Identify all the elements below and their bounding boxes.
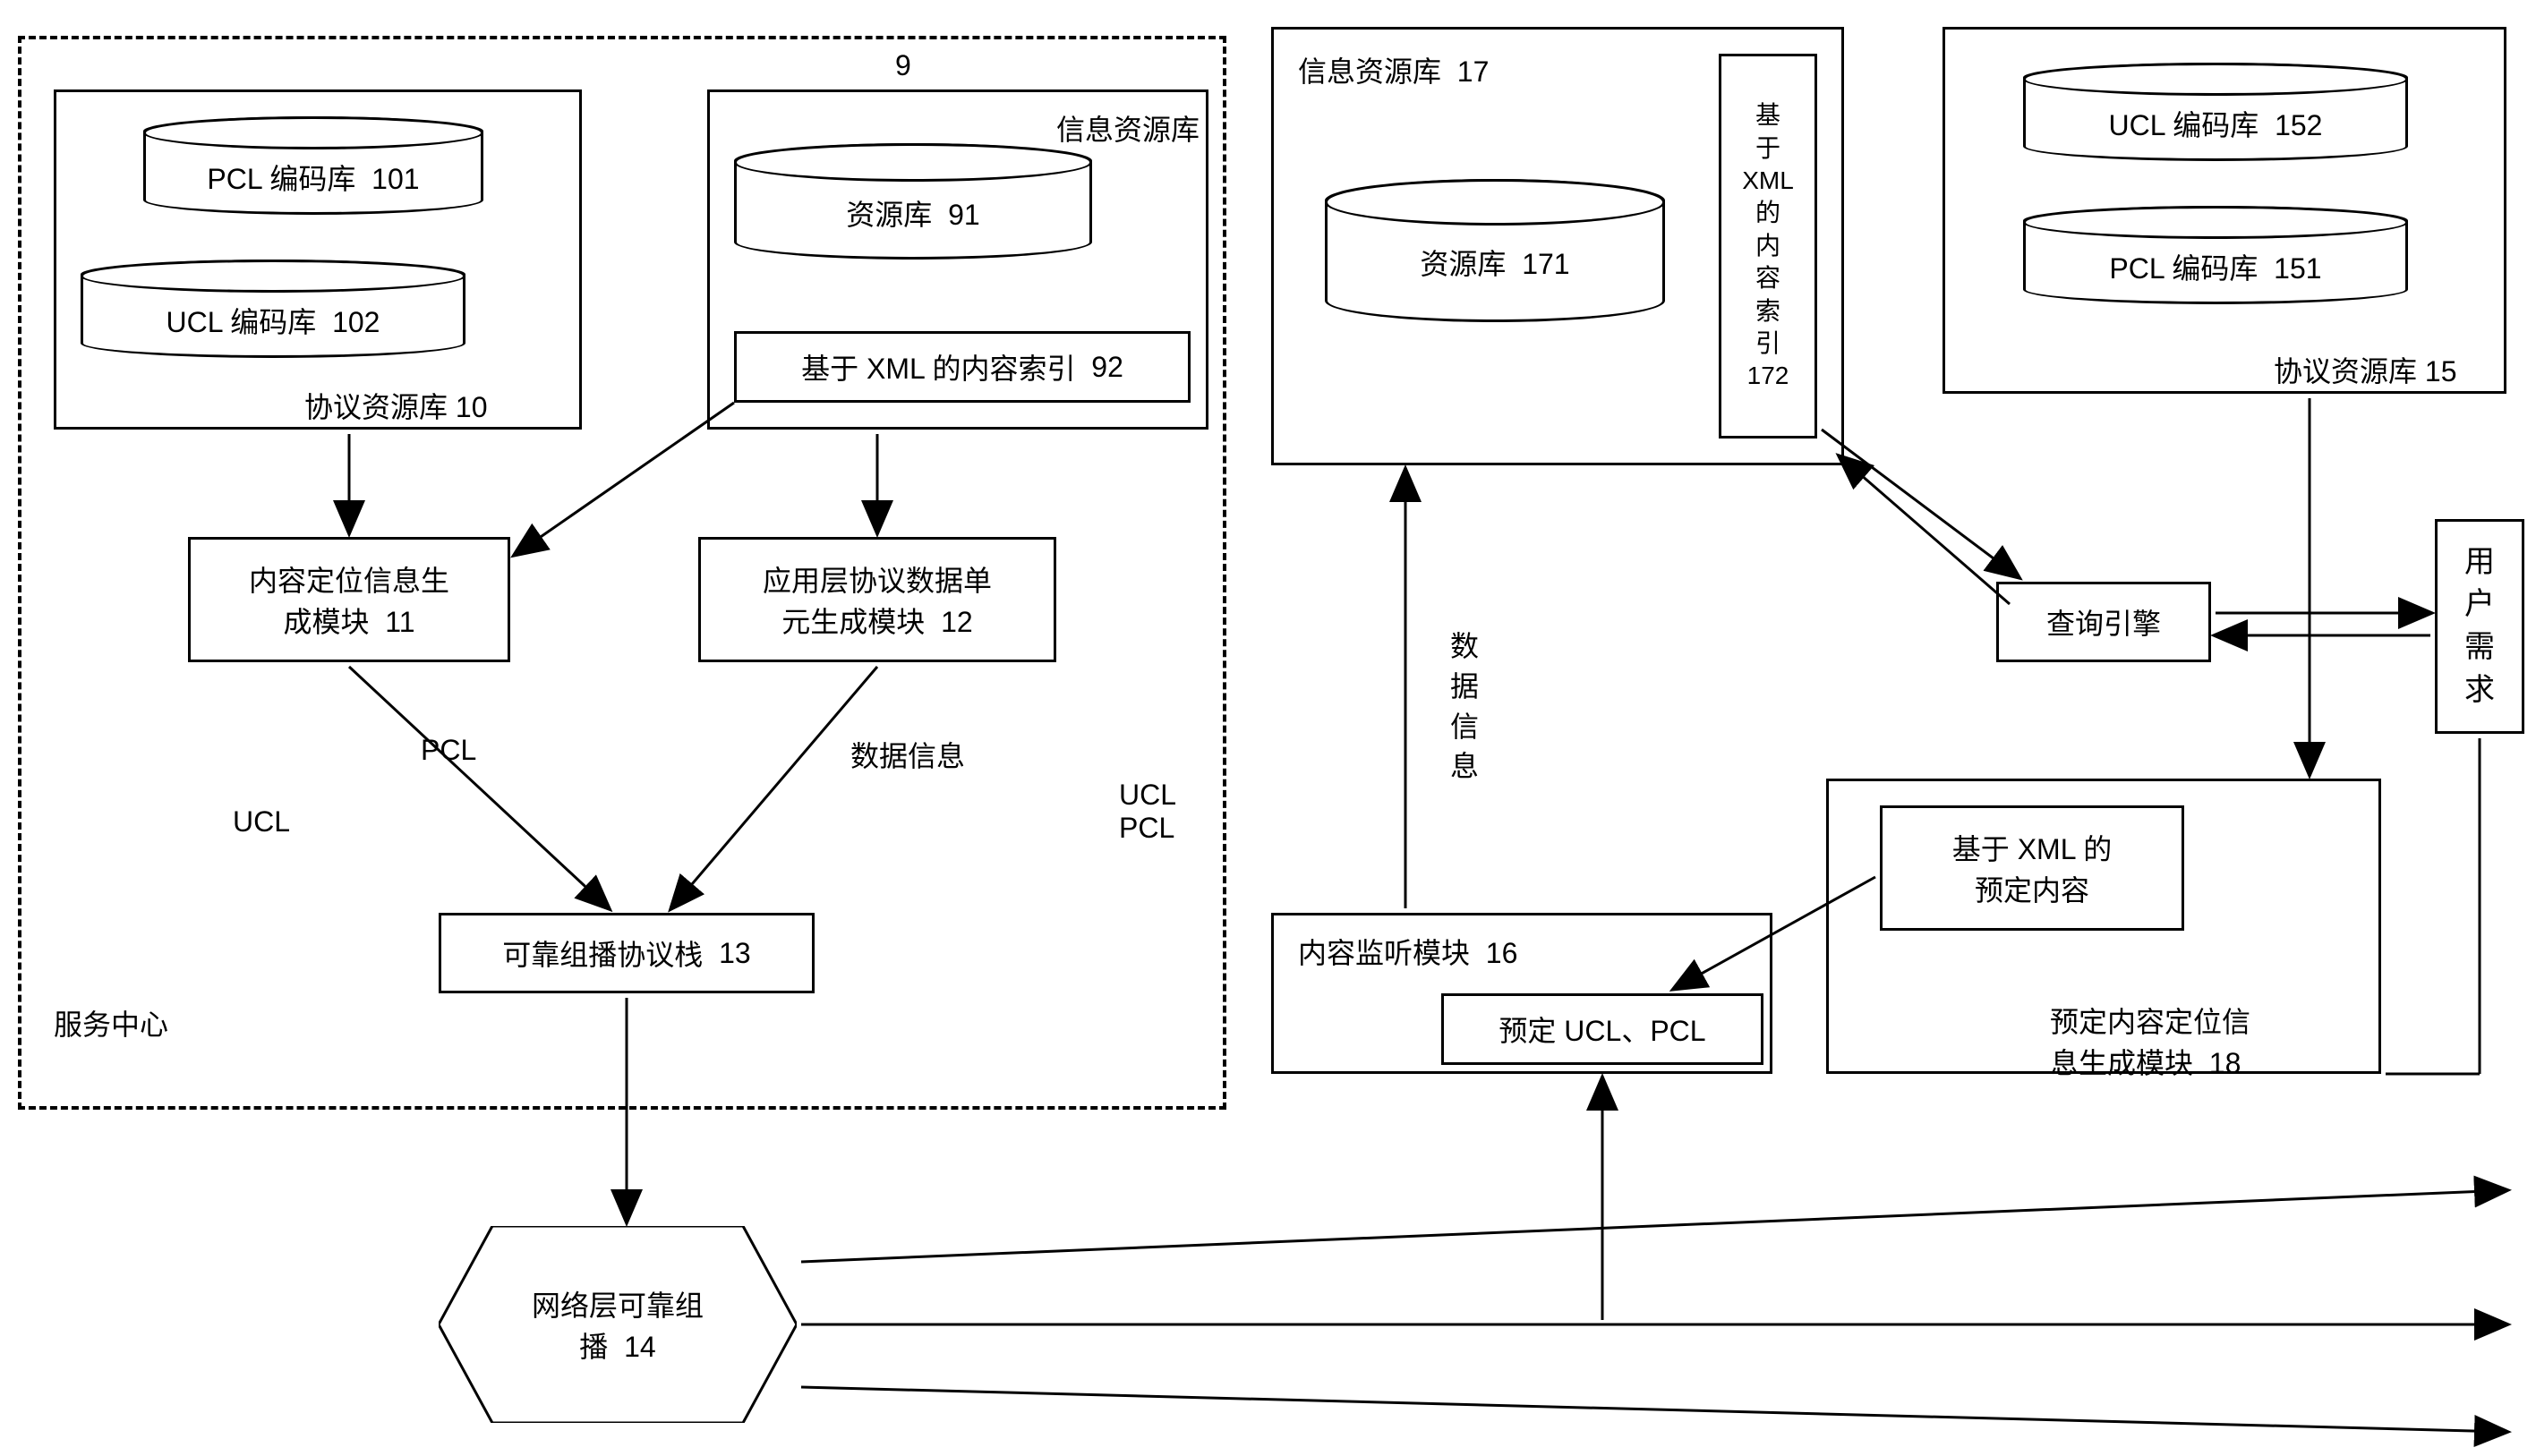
- ucl-lib-102: UCL 编码库 102: [81, 260, 465, 358]
- app-protocol-module-12: 应用层协议数据单 元生成模块 12: [698, 537, 1056, 662]
- service-center-label: 服务中心: [54, 1002, 168, 1043]
- content-loc-module-11: 内容定位信息生 成模块 11: [188, 537, 510, 662]
- uclpcl-label: UCL PCL: [1119, 779, 1176, 845]
- xml-index-172: 基 于 XML 的 内 容 索 引 172: [1719, 54, 1817, 439]
- network-multicast-14: 网络层可靠组 播 14: [439, 1226, 797, 1423]
- protocol-repo-15-title: 协议资源库 15: [2274, 349, 2457, 390]
- resource-lib-171: 资源库 171: [1325, 179, 1665, 322]
- data-info-vertical-label: 数 据 信 息: [1450, 626, 1479, 787]
- info-repo-9-title: 信息资源库: [1056, 107, 1200, 149]
- schedule-loc-18-title: 预定内容定位信 息生成模块 18: [2050, 966, 2250, 1082]
- ucl-lib-152: UCL 编码库 152: [2023, 63, 2408, 161]
- xml-reserve-content: 基于 XML 的 预定内容: [1880, 805, 2184, 931]
- content-listen-16-title: 内容监听模块 16: [1298, 931, 1517, 972]
- protocol-repo-10-title: 协议资源库 10: [304, 385, 488, 426]
- xml-index-92: 基于 XML 的内容索引 92: [734, 331, 1191, 403]
- multicast-stack-13: 可靠组播协议栈 13: [439, 913, 815, 993]
- pcl-lib-151: PCL 编码库 151: [2023, 206, 2408, 304]
- pcl-lib-101: PCL 编码库 101: [143, 116, 483, 215]
- info-repo-17-title: 信息资源库 17: [1298, 49, 1489, 90]
- reserve-ucl-pcl: 预定 UCL、PCL: [1441, 993, 1763, 1065]
- ucl-label: UCL: [233, 805, 290, 839]
- info-repo-9-id: 9: [895, 49, 911, 82]
- datainfo-label: 数据信息: [850, 734, 965, 775]
- resource-lib-91: 资源库 91: [734, 143, 1092, 260]
- user-demand: 用 户 需 求: [2435, 519, 2524, 734]
- pcl-label: PCL: [421, 734, 476, 767]
- query-engine: 查询引擎: [1996, 582, 2211, 662]
